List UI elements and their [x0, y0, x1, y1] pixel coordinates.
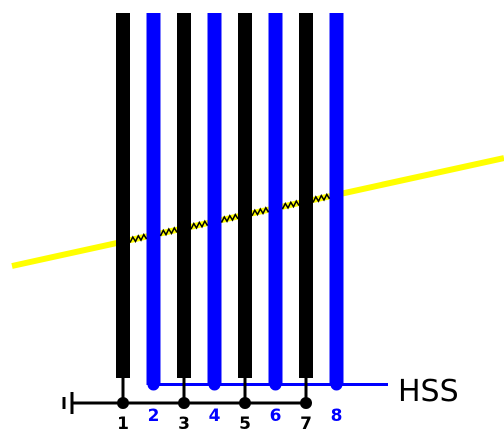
strip-2-node — [147, 378, 160, 391]
strip-4-node — [208, 378, 221, 391]
strip-6-node — [269, 378, 282, 391]
strip-label-5: 5 — [239, 414, 251, 432]
hit-zigzag — [281, 199, 300, 210]
hit-zigzag — [129, 233, 148, 243]
strip-label-8: 8 — [331, 406, 343, 426]
strip-1-node — [117, 397, 129, 409]
strip-label-7: 7 — [300, 414, 312, 432]
hit-zigzag — [220, 212, 239, 223]
hit-zigzag — [190, 219, 209, 230]
hit-zigzag — [159, 226, 178, 237]
strip-8-node — [330, 378, 343, 391]
strip-5-node — [239, 397, 251, 409]
strip-6 — [268, 13, 283, 385]
strip-3-node — [178, 397, 190, 409]
strip-label-1: 1 — [117, 414, 129, 432]
strip-label-3: 3 — [178, 414, 190, 432]
strip-7 — [299, 13, 313, 378]
strip-5 — [238, 13, 252, 378]
hss-label: HSS — [398, 374, 459, 409]
readout-buses — [62, 376, 388, 414]
strip-group — [116, 13, 344, 385]
strip-label-4: 4 — [209, 406, 221, 426]
strip-label-2: 2 — [148, 406, 160, 426]
strip-4 — [207, 13, 222, 385]
ground-icon — [62, 392, 74, 414]
hit-zigzag — [312, 192, 331, 203]
strip-1 — [116, 13, 130, 378]
strip-2 — [146, 13, 161, 385]
strip-3 — [177, 13, 191, 378]
hit-zigzag — [251, 206, 270, 217]
hit-group — [129, 192, 331, 243]
strip-8 — [329, 13, 344, 385]
strip-7-node — [300, 397, 312, 409]
strip-label-6: 6 — [270, 406, 282, 426]
